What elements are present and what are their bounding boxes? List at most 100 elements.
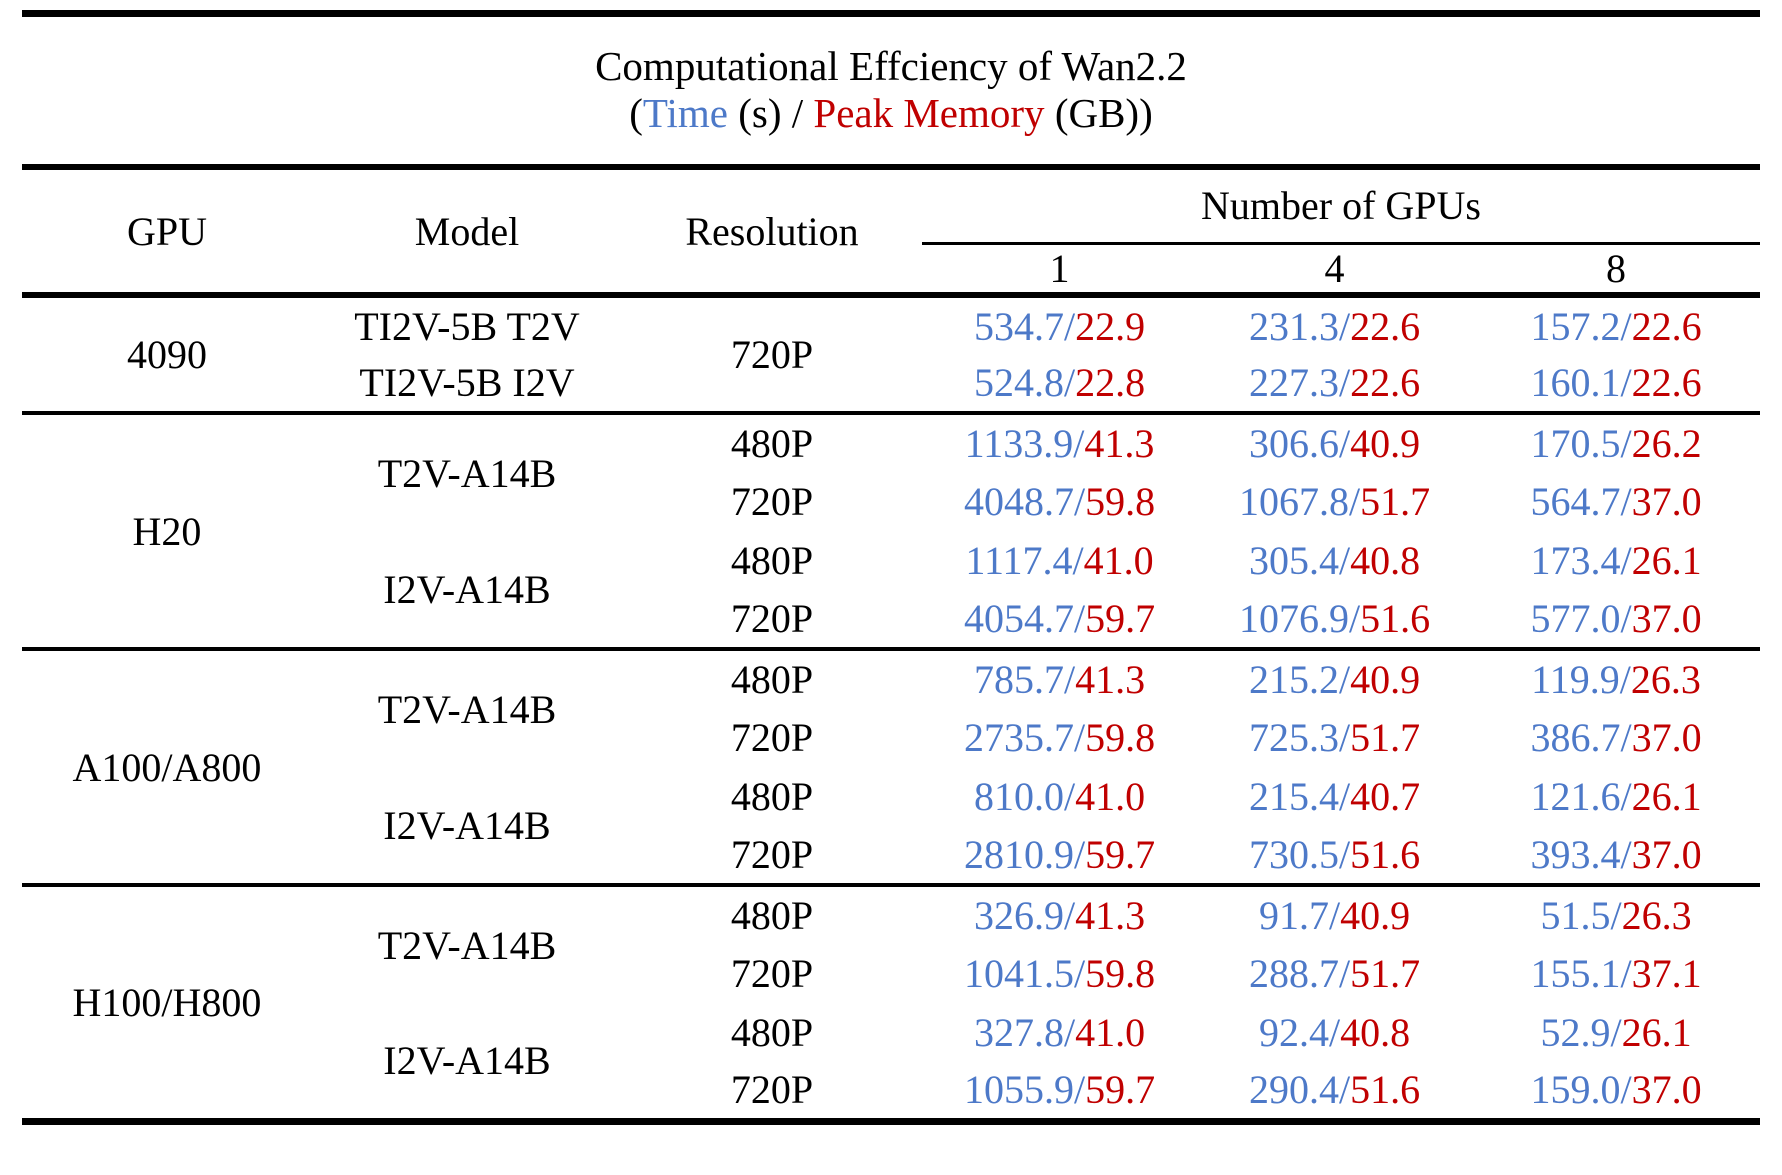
memory-value: 22.8: [1075, 360, 1146, 405]
metric-cell: 215.4/40.7: [1197, 767, 1472, 826]
gpu-cell: 4090: [127, 332, 207, 377]
value-separator: /: [1328, 1010, 1341, 1055]
time-value: 173.4: [1530, 538, 1621, 583]
memory-value: 22.9: [1075, 303, 1146, 349]
memory-value: 40.8: [1350, 538, 1421, 583]
time-value: 231.3: [1248, 303, 1339, 349]
metric-cell: 393.4/37.0: [1472, 826, 1760, 885]
value-separator: /: [1348, 596, 1361, 641]
model-cell: T2V-A14B: [312, 883, 622, 1003]
value-separator: /: [1328, 893, 1341, 938]
time-label: Time: [642, 90, 728, 136]
memory-value: 22.6: [1631, 303, 1702, 349]
table-row: I2V-A14B 480P 1117.4/41.0 305.4/40.8 173.4/2…: [22, 531, 1760, 612]
table-row: 720P 2735.7/59.8 725.3/51.7 386.7/37.0: [22, 708, 1760, 767]
resolution-cell: 480P: [730, 538, 814, 583]
value-separator: /: [1063, 893, 1076, 938]
model-cell: T2V-A14B: [312, 647, 622, 767]
time-value: 524.8: [973, 360, 1064, 405]
memory-value: 41.0: [1075, 774, 1146, 819]
title-line1: Computational Effciency of Wan2.2: [595, 43, 1187, 89]
time-value: 1055.9: [963, 1067, 1074, 1113]
metric-cell: 534.7/22.9: [922, 295, 1197, 354]
metric-cell: 730.5/51.6: [1197, 826, 1472, 885]
value-separator: /: [1063, 657, 1076, 702]
col-header-gpu-count-4: 4: [1197, 243, 1472, 298]
memory-value: 41.0: [1083, 538, 1154, 583]
value-separator: /: [1338, 1067, 1351, 1113]
metric-cell: 119.9/26.3: [1472, 647, 1760, 708]
metric-cell: 2735.7/59.8: [922, 708, 1197, 767]
header-group-row: GPU Model Resolution Number of GPUs: [22, 167, 1760, 298]
metric-cell: 51.5/26.3: [1472, 883, 1760, 944]
time-value: 121.6: [1530, 774, 1621, 819]
time-value: 288.7: [1248, 951, 1339, 996]
memory-value: 59.7: [1085, 832, 1156, 877]
memory-value: 41.3: [1084, 421, 1155, 466]
table-row: 720P 2810.9/59.7 730.5/51.6 393.4/37.0: [22, 826, 1760, 885]
memory-value: 59.8: [1085, 951, 1156, 996]
memory-value: 22.6: [1350, 303, 1421, 349]
metric-cell: 810.0/41.0: [922, 767, 1197, 826]
value-separator: /: [1073, 596, 1086, 641]
model-cell: TI2V-5B T2V: [354, 303, 580, 349]
value-separator: /: [1620, 596, 1632, 641]
metric-cell: 227.3/22.6: [1197, 354, 1472, 413]
memory-value: 22.6: [1631, 360, 1702, 405]
model-cell: I2V-A14B: [383, 802, 551, 848]
memory-value: 41.3: [1075, 657, 1146, 702]
value-separator: /: [1620, 360, 1632, 405]
memory-label: Peak Memory: [813, 90, 1045, 136]
memory-value: 40.9: [1350, 421, 1421, 466]
title-close-paren: (GB)): [1044, 90, 1153, 136]
time-value: 4048.7: [963, 479, 1074, 524]
value-separator: /: [1620, 832, 1632, 877]
memory-value: 37.0: [1631, 596, 1702, 641]
value-separator: /: [1620, 774, 1632, 819]
memory-value: 59.8: [1085, 715, 1156, 760]
metric-cell: 155.1/37.1: [1472, 944, 1760, 1003]
value-separator: /: [1620, 479, 1632, 524]
memory-value: 26.1: [1621, 1010, 1692, 1055]
metric-cell: 157.2/22.6: [1472, 295, 1760, 354]
table-header: GPU Model Resolution Number of GPUs 1 4 …: [22, 167, 1760, 298]
metric-cell: 159.0/37.0: [1472, 1062, 1760, 1121]
value-separator: /: [1338, 303, 1351, 349]
metric-cell: 91.7/40.9: [1197, 883, 1472, 944]
value-separator: /: [1063, 1010, 1076, 1055]
table-row: 4090 TI2V-5B T2V 720P 534.7/22.9 231.3/22.6 1…: [22, 295, 1760, 378]
memory-value: 37.0: [1631, 715, 1702, 760]
memory-value: 26.2: [1631, 421, 1702, 466]
table-row: A100/A800 T2V-A14B 480P 785.7/41.3 215.2/40.…: [22, 647, 1760, 885]
metric-cell: 1055.9/59.7: [922, 1062, 1197, 1121]
value-separator: /: [1619, 657, 1631, 702]
metric-cell: 725.3/51.7: [1197, 708, 1472, 767]
resolution-cell: 720P: [730, 596, 814, 641]
memory-value: 37.0: [1631, 479, 1702, 524]
memory-value: 40.9: [1350, 657, 1421, 702]
value-separator: /: [1063, 360, 1076, 405]
time-value: 160.1: [1530, 360, 1621, 405]
value-separator: /: [1338, 951, 1351, 996]
table-row: 720P 4048.7/59.8 1067.8/51.7 564.7/37.0: [22, 472, 1760, 531]
table-row: I2V-A14B 480P 810.0/41.0 215.4/40.7 121.6/26…: [22, 767, 1760, 848]
metric-cell: 288.7/51.7: [1197, 944, 1472, 1003]
resolution-cell: 720P: [730, 479, 814, 524]
value-separator: /: [1073, 951, 1086, 996]
memory-value: 37.0: [1631, 832, 1702, 877]
model-cell: TI2V-5B I2V: [359, 360, 575, 405]
memory-value: 51.7: [1350, 715, 1421, 760]
gpu-cell: H100/H800: [22, 883, 312, 1121]
gpu-cell: A100/A800: [22, 647, 312, 885]
title-line2: (Time (s) / Peak Memory (GB)): [0, 90, 1782, 137]
time-value: 577.0: [1530, 596, 1621, 641]
metric-cell: 290.4/51.6: [1197, 1062, 1472, 1121]
value-separator: /: [1348, 479, 1361, 524]
table-body: 4090 TI2V-5B T2V 720P 534.7/22.9 231.3/22.6 1…: [22, 295, 1760, 1121]
table-row: 720P 4054.7/59.7 1076.9/51.6 577.0/37.0: [22, 590, 1760, 649]
value-separator: /: [1073, 832, 1086, 877]
memory-value: 26.1: [1631, 774, 1702, 819]
time-value: 564.7: [1530, 479, 1621, 524]
metric-cell: 1076.9/51.6: [1197, 590, 1472, 649]
value-separator: /: [1072, 538, 1084, 583]
